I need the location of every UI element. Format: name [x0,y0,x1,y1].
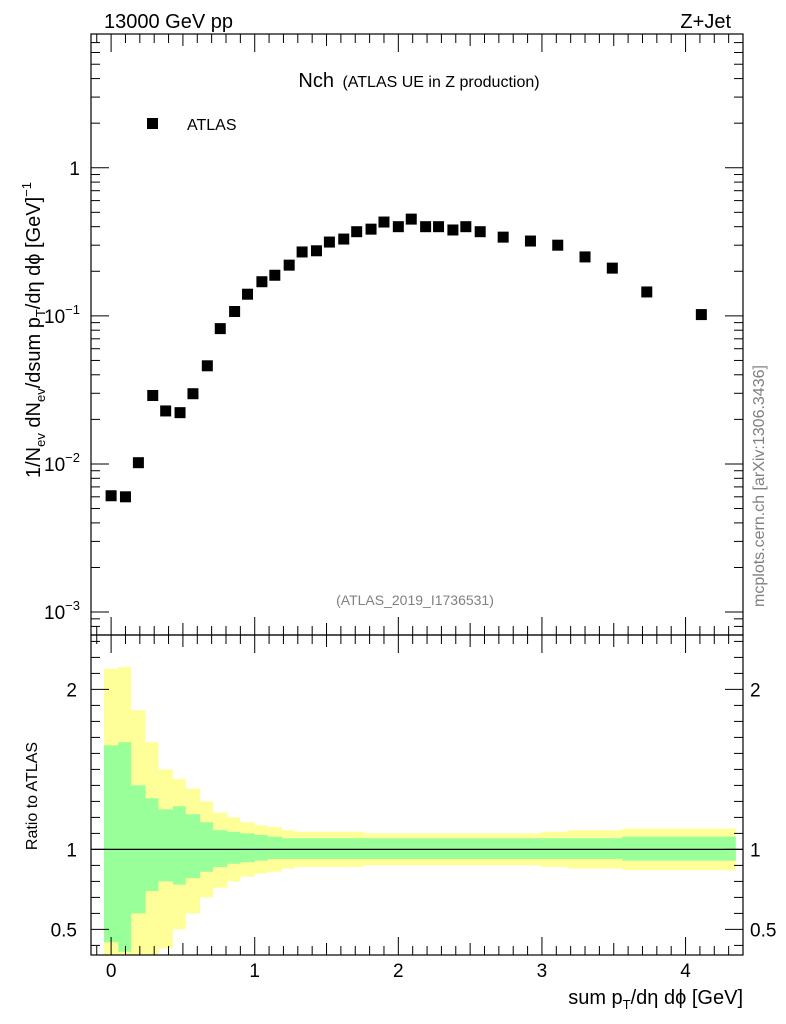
data-point [405,213,417,225]
data-point [524,235,536,247]
data-point [160,405,172,417]
ratio-y-tick-label-right: 2 [750,680,761,701]
ratio-axis-ticks [91,635,744,955]
y-tick-label: 1 [69,159,80,180]
data-markers [105,213,707,503]
data-point [132,457,144,469]
main-y-tick-labels: 1 10−1 10−2 10−3 [44,159,80,624]
data-point [296,246,308,258]
data-point [392,221,404,233]
data-point [378,216,390,228]
data-point [579,251,591,263]
main-y-axis-label: 1/Nev dNev/dsum pT/dη dϕ [GeV]−1 [19,182,48,478]
y-tick-label: 10−3 [44,598,80,624]
y-tick-label: 10−1 [44,302,80,328]
data-point [641,286,653,298]
inner-uncertainty-band [103,742,736,952]
data-point [474,226,486,238]
data-point [174,407,186,419]
data-point [119,491,131,503]
x-axis-label: sum pT/dη dϕ [GeV] [568,987,743,1012]
ratio-y-tick-label-right: 1 [750,840,761,861]
data-point [447,224,459,236]
data-point [105,490,117,502]
data-point [420,221,432,233]
x-tick-label: 1 [249,961,260,982]
process-label: Z+Jet [680,11,731,33]
chart-title-sub: (ATLAS UE in Z production) [342,74,539,91]
x-tick-label: 4 [680,961,691,982]
data-point [229,306,241,318]
data-point [310,245,322,257]
data-point [351,226,363,238]
x-tick-label: 3 [537,961,548,982]
data-point [497,231,509,243]
data-point [338,233,350,245]
data-point [269,269,281,281]
ratio-y-tick-label-left: 1 [66,840,77,861]
data-point [187,388,199,400]
svg-text:1/Nev dNev/dsum pT/dη dϕ [GeV: 1/Nev dNev/dsum pT/dη dϕ [GeV]−1 [19,182,48,478]
ratio-y-tick-labels: 0.5 0.5 1 1 2 2 [51,680,777,941]
x-tick-labels: 0 1 2 3 4 [106,961,691,982]
outer-uncertainty-band [103,667,736,955]
ratio-plot-panel: 0.5 0.5 1 1 2 2 0 1 2 3 4 Ratio to ATLAS [24,634,777,982]
data-point [433,221,445,233]
data-point [214,323,226,335]
ratio-plot-frame [90,634,744,956]
analysis-id: (ATLAS_2019_I1736531) [336,592,494,608]
ratio-y-tick-label-left: 2 [66,680,77,701]
chart-title-main: Nch [298,70,334,92]
ratio-y-tick-label-right: 0.5 [750,920,776,941]
data-point [552,239,564,251]
legend-marker-square [147,118,158,129]
data-point [201,360,213,372]
data-point [323,236,335,248]
data-point [147,389,159,401]
data-point [695,309,707,321]
data-point [460,221,472,233]
y-tick-label: 10−2 [44,450,80,476]
data-point [256,276,268,288]
data-point [242,288,254,300]
data-point [283,259,295,271]
legend-label-atlas: ATLAS [187,117,237,134]
main-axis-ticks [91,33,744,636]
x-tick-label: 2 [393,961,404,982]
ratio-y-tick-label-left: 0.5 [51,920,77,941]
x-tick-label: 0 [106,961,117,982]
watermark: mcplots.cern.ch [arXiv:1306.3436] [751,365,768,607]
ratio-y-axis-label: Ratio to ATLAS [24,742,41,850]
energy-label: 13000 GeV pp [104,11,233,33]
chart-title: Nch (ATLAS UE in Z production) [298,70,539,92]
main-plot-panel: 1 10−1 10−2 10−3 Nch (ATLAS UE in Z product… [19,33,744,636]
data-point [365,223,377,235]
data-point [606,262,618,274]
uncertainty-bands [103,667,736,955]
